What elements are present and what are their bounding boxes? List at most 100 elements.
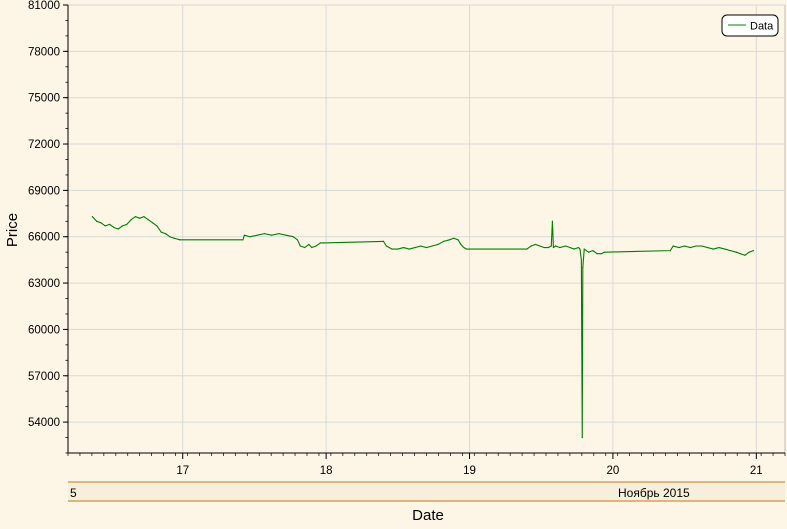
data-point <box>543 246 545 249</box>
data-point <box>278 233 280 235</box>
data-point <box>134 216 136 218</box>
y-tick-label: 75000 <box>28 93 60 105</box>
data-point <box>596 253 598 255</box>
y-tick-label: 69000 <box>28 185 60 197</box>
data-point <box>431 245 433 247</box>
data-point <box>242 239 244 241</box>
data-point <box>425 246 428 249</box>
data-point <box>534 243 537 246</box>
x-tick-label: 21 <box>750 465 763 477</box>
data-point <box>130 219 132 221</box>
series-line-data <box>91 216 754 439</box>
data-point <box>689 246 691 249</box>
data-point <box>706 246 709 249</box>
x-axis-title: Date <box>412 507 444 524</box>
data-point <box>577 246 580 249</box>
data-point <box>104 225 106 227</box>
data-point <box>304 246 306 249</box>
data-point <box>108 223 111 225</box>
data-point <box>735 251 737 253</box>
y-tick-label: 66000 <box>28 232 60 244</box>
y-tick-label: 60000 <box>28 324 60 336</box>
data-point <box>554 245 557 247</box>
data-point <box>249 236 251 238</box>
data-point <box>91 216 93 218</box>
data-point <box>143 216 145 218</box>
data-point <box>559 246 561 249</box>
data-point <box>678 246 680 249</box>
data-point <box>243 234 245 236</box>
data-point <box>391 248 393 250</box>
data-point <box>453 237 455 239</box>
data-point <box>729 250 732 252</box>
data-point <box>695 245 697 247</box>
data-point <box>420 245 422 247</box>
data-point <box>583 248 585 250</box>
x-tick-label: 19 <box>463 465 476 477</box>
data-point <box>603 251 605 253</box>
data-point <box>573 248 575 250</box>
y-tick-label: 81000 <box>28 0 60 12</box>
data-point <box>552 246 555 249</box>
data-point <box>672 245 674 247</box>
data-point <box>160 231 162 233</box>
data-point <box>113 226 115 229</box>
data-point <box>121 225 124 227</box>
data-point <box>752 250 755 252</box>
data-point <box>580 259 582 261</box>
data-point <box>271 234 273 236</box>
data-point <box>701 245 703 247</box>
y-tick-label: 78000 <box>28 46 60 58</box>
date-band: 5 Ноябрь 2015 <box>68 481 785 502</box>
data-point <box>169 236 171 238</box>
data-point <box>684 245 686 247</box>
data-point <box>179 239 181 241</box>
data-point <box>587 251 590 253</box>
data-point <box>299 245 301 247</box>
data-point <box>382 240 385 242</box>
x-tick-label: 20 <box>607 465 620 477</box>
data-point <box>285 234 287 236</box>
date-band-left-label: 5 <box>70 486 77 500</box>
data-point <box>581 436 583 439</box>
x-tick-label: 17 <box>176 465 189 477</box>
data-point <box>414 246 416 249</box>
plot-area <box>67 4 786 454</box>
data-point <box>152 222 154 224</box>
data-point <box>319 242 321 244</box>
data-point <box>126 223 128 225</box>
data-point <box>466 248 468 250</box>
data-point <box>569 246 571 249</box>
data-point <box>463 246 465 249</box>
data-point <box>147 219 149 221</box>
data-point <box>311 246 313 249</box>
data-point <box>308 243 310 246</box>
data-point <box>322 242 324 244</box>
data-point <box>600 253 603 255</box>
data-point <box>385 245 387 247</box>
data-point <box>315 245 317 247</box>
data-point <box>739 253 742 255</box>
data-point <box>263 233 266 235</box>
data-point <box>724 248 726 250</box>
data-point <box>582 267 584 269</box>
data-point <box>712 248 714 250</box>
data-point <box>397 248 399 250</box>
y-axis-title: Price <box>4 213 21 247</box>
data-point <box>550 245 552 247</box>
legend-label: Data <box>750 21 774 33</box>
data-point <box>564 245 567 247</box>
data-point <box>402 246 405 249</box>
data-point <box>718 246 720 249</box>
data-point <box>579 248 581 250</box>
data-point <box>100 222 102 224</box>
data-point <box>530 245 532 247</box>
x-axis: 17 18 19 20 21 <box>67 452 786 477</box>
data-point <box>669 250 671 252</box>
data-point <box>156 225 158 227</box>
legend-box <box>721 14 779 37</box>
grid <box>68 4 785 453</box>
data-point <box>408 248 410 250</box>
